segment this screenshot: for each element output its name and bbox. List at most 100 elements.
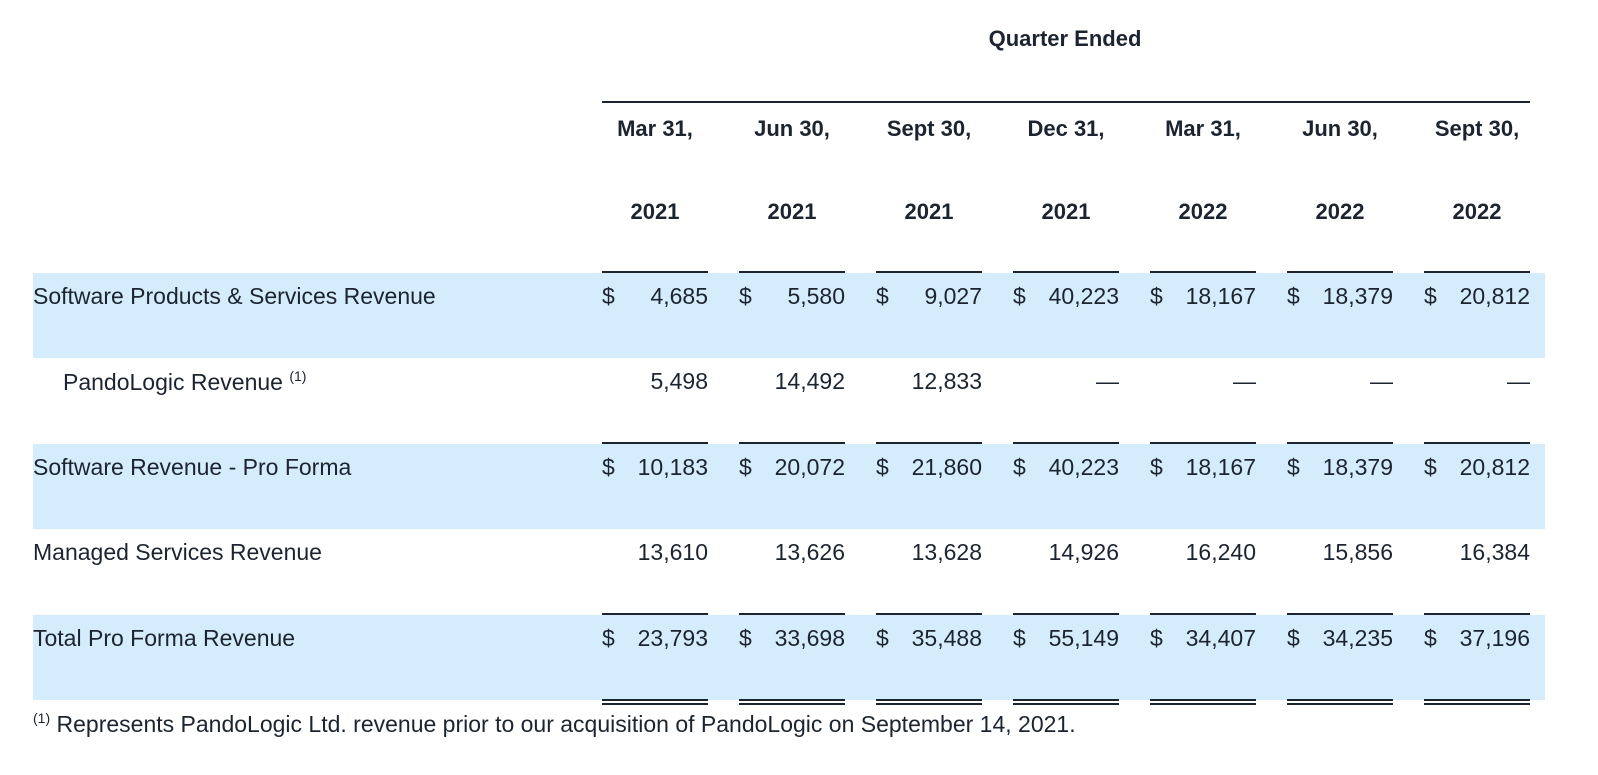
column-header-date: Mar 31, <box>617 116 693 141</box>
cell-value: 35,488 <box>911 625 982 651</box>
footnote-text: Represents PandoLogic Ltd. revenue prior… <box>56 711 1076 737</box>
currency-symbol: $ <box>1287 283 1300 309</box>
subtotal-rule <box>1287 442 1393 444</box>
cell-value: — <box>1507 368 1530 394</box>
row-band-software-pro-forma <box>33 444 1545 529</box>
column-header-year: 2021 <box>1041 199 1091 224</box>
currency-symbol: $ <box>739 283 752 309</box>
cell-value: 18,379 <box>1322 283 1393 309</box>
row-label: Software Revenue - Pro Forma <box>33 454 352 480</box>
column-header-date: Sept 30, <box>886 116 972 141</box>
column-header-year: 2021 <box>904 199 954 224</box>
cell-value: 40,223 <box>1048 283 1119 309</box>
subtotal-rule <box>739 442 845 444</box>
currency-symbol: $ <box>1287 625 1300 651</box>
total-double-rule <box>1424 699 1530 705</box>
subtotal-rule <box>602 271 708 273</box>
cell-value: — <box>1096 368 1119 394</box>
cell-value: — <box>1370 368 1393 394</box>
subtotal-rule <box>876 613 982 615</box>
currency-symbol: $ <box>876 625 889 651</box>
cell-value: 13,626 <box>774 539 845 565</box>
cell-value: 16,240 <box>1185 539 1256 565</box>
cell-value: 14,492 <box>774 368 845 394</box>
column-header-year: 2022 <box>1178 199 1228 224</box>
currency-symbol: $ <box>1013 454 1026 480</box>
subtotal-rule <box>1013 442 1119 444</box>
total-double-rule <box>876 699 982 705</box>
cell-value: 5,580 <box>787 283 845 309</box>
currency-symbol: $ <box>1287 454 1300 480</box>
cell-value: 13,628 <box>911 539 982 565</box>
cell-value: 14,926 <box>1048 539 1119 565</box>
currency-symbol: $ <box>876 283 889 309</box>
currency-symbol: $ <box>876 454 889 480</box>
currency-symbol: $ <box>1150 454 1163 480</box>
cell-value: 34,235 <box>1322 625 1393 651</box>
column-header-year: 2021 <box>767 199 817 224</box>
cell-value: 18,167 <box>1185 283 1256 309</box>
currency-symbol: $ <box>602 625 615 651</box>
currency-symbol: $ <box>602 454 615 480</box>
subtotal-rule <box>1287 613 1393 615</box>
subtotal-rule <box>1424 442 1530 444</box>
subtotal-rule <box>1013 613 1119 615</box>
cell-value: 4,685 <box>650 283 708 309</box>
subtotal-rule <box>876 442 982 444</box>
cell-value: 21,860 <box>911 454 982 480</box>
cell-value: 40,223 <box>1048 454 1119 480</box>
total-double-rule <box>1013 699 1119 705</box>
cell-value: 55,149 <box>1048 625 1119 651</box>
footnote-marker: (1) <box>289 368 307 384</box>
subtotal-rule <box>1424 271 1530 273</box>
column-header-date: Jun 30, <box>1302 116 1378 141</box>
cell-value: 9,027 <box>924 283 982 309</box>
currency-symbol: $ <box>1013 283 1026 309</box>
subtotal-rule <box>876 271 982 273</box>
currency-symbol: $ <box>602 283 615 309</box>
cell-value: 12,833 <box>911 368 982 394</box>
row-label: Managed Services Revenue <box>33 539 322 565</box>
total-double-rule <box>1150 699 1256 705</box>
cell-value: 13,610 <box>637 539 708 565</box>
row-band-software-products <box>33 273 1545 358</box>
quarter-ended-heading: Quarter Ended <box>988 26 1142 51</box>
currency-symbol: $ <box>1424 625 1437 651</box>
column-header-date: Dec 31, <box>1027 116 1105 141</box>
header-rule <box>602 101 1530 103</box>
currency-symbol: $ <box>1424 283 1437 309</box>
column-header-date: Jun 30, <box>754 116 830 141</box>
column-header-year: 2022 <box>1315 199 1365 224</box>
column-header-date: Sept 30, <box>1434 116 1520 141</box>
column-header-year: 2022 <box>1452 199 1502 224</box>
row-label: Software Products & Services Revenue <box>33 283 436 309</box>
currency-symbol: $ <box>739 454 752 480</box>
column-header-year: 2021 <box>630 199 680 224</box>
currency-symbol: $ <box>1424 454 1437 480</box>
subtotal-rule <box>1150 613 1256 615</box>
cell-value: 20,812 <box>1459 454 1530 480</box>
subtotal-rule <box>602 613 708 615</box>
subtotal-rule <box>602 442 708 444</box>
row-label: Total Pro Forma Revenue <box>33 625 296 651</box>
cell-value: 5,498 <box>650 368 708 394</box>
cell-value: 33,698 <box>774 625 845 651</box>
subtotal-rule <box>1287 271 1393 273</box>
currency-symbol: $ <box>1150 283 1163 309</box>
total-double-rule <box>602 699 708 705</box>
cell-value: 37,196 <box>1459 625 1530 651</box>
subtotal-rule <box>1424 613 1530 615</box>
cell-value: — <box>1233 368 1256 394</box>
subtotal-rule <box>739 271 845 273</box>
subtotal-rule <box>1150 271 1256 273</box>
row-band-total-pro-forma <box>33 615 1545 700</box>
footnote-marker: (1) <box>33 710 51 726</box>
cell-value: 18,167 <box>1185 454 1256 480</box>
currency-symbol: $ <box>739 625 752 651</box>
column-header-date: Mar 31, <box>1165 116 1241 141</box>
subtotal-rule <box>1150 442 1256 444</box>
cell-value: 20,812 <box>1459 283 1530 309</box>
currency-symbol: $ <box>1150 625 1163 651</box>
total-double-rule <box>739 699 845 705</box>
